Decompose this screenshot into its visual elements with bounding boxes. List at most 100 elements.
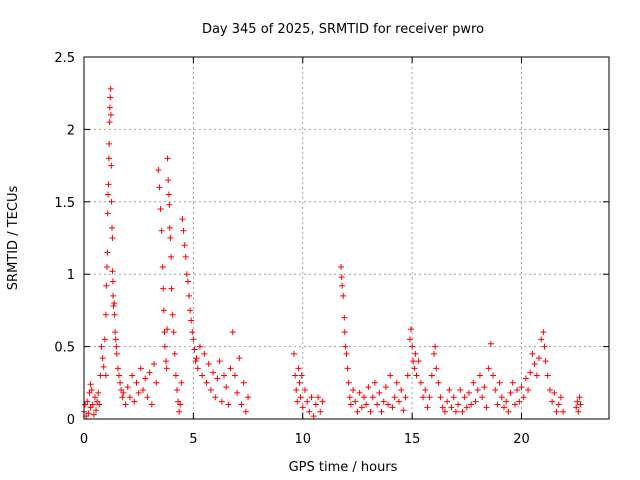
data-point bbox=[498, 394, 505, 401]
data-point bbox=[452, 408, 459, 415]
chart-title: Day 345 of 2025, SRMTID for receiver pwr… bbox=[202, 22, 484, 37]
data-point bbox=[182, 253, 189, 260]
data-point bbox=[227, 365, 234, 372]
x-tick-label: 10 bbox=[294, 432, 311, 447]
data-point bbox=[109, 224, 115, 231]
data-point bbox=[104, 210, 111, 217]
data-point bbox=[104, 249, 111, 256]
data-point bbox=[120, 389, 127, 396]
data-point bbox=[341, 314, 348, 321]
data-point bbox=[483, 404, 490, 411]
data-point bbox=[166, 224, 173, 231]
data-point bbox=[183, 271, 190, 278]
data-point bbox=[135, 389, 142, 396]
data-point bbox=[124, 384, 131, 391]
data-point bbox=[306, 408, 313, 415]
data-point bbox=[194, 365, 201, 372]
data-point bbox=[133, 379, 140, 386]
y-tick-label: 2.5 bbox=[54, 51, 75, 66]
data-point bbox=[432, 343, 439, 350]
data-point bbox=[161, 329, 168, 336]
data-point bbox=[160, 285, 167, 292]
data-point bbox=[291, 350, 297, 357]
data-point bbox=[102, 311, 109, 318]
data-point bbox=[538, 336, 545, 343]
data-point bbox=[161, 343, 168, 350]
data-point bbox=[96, 401, 103, 408]
data-point bbox=[573, 404, 580, 411]
data-point bbox=[296, 379, 303, 386]
data-point bbox=[417, 379, 424, 386]
data-point bbox=[371, 379, 378, 386]
y-tick-label: 1 bbox=[67, 268, 75, 283]
data-point bbox=[114, 365, 121, 372]
data-point bbox=[103, 263, 110, 270]
data-point bbox=[446, 387, 453, 394]
y-tick-label: 1.5 bbox=[54, 196, 75, 211]
data-point bbox=[229, 329, 236, 336]
data-point bbox=[492, 387, 499, 394]
data-point bbox=[308, 394, 315, 401]
data-point bbox=[212, 394, 219, 401]
data-point bbox=[378, 408, 385, 415]
data-point bbox=[180, 227, 187, 234]
data-point bbox=[201, 350, 208, 357]
data-point bbox=[122, 401, 129, 408]
data-point bbox=[358, 404, 365, 411]
data-point bbox=[555, 401, 562, 408]
data-point bbox=[525, 387, 532, 394]
data-point bbox=[231, 372, 238, 379]
data-point bbox=[97, 372, 104, 379]
data-point bbox=[164, 326, 171, 333]
data-point bbox=[509, 379, 516, 386]
data-point bbox=[340, 292, 347, 299]
data-point bbox=[151, 360, 157, 367]
data-point bbox=[365, 384, 372, 391]
y-tick-label: 0 bbox=[67, 413, 75, 428]
data-point bbox=[129, 372, 136, 379]
data-point bbox=[107, 111, 114, 118]
data-point bbox=[163, 358, 170, 365]
data-point bbox=[415, 358, 422, 365]
data-point bbox=[179, 216, 186, 223]
data-point bbox=[111, 311, 118, 318]
data-point bbox=[155, 166, 162, 173]
data-point bbox=[203, 379, 210, 386]
data-point bbox=[207, 387, 214, 394]
data-point bbox=[398, 387, 405, 394]
data-point bbox=[338, 263, 345, 270]
data-point bbox=[424, 404, 431, 411]
data-point bbox=[470, 379, 477, 386]
data-point bbox=[188, 317, 195, 324]
data-point bbox=[165, 177, 172, 184]
data-point bbox=[411, 365, 418, 372]
data-point bbox=[106, 140, 113, 147]
data-point bbox=[116, 372, 122, 379]
data-point bbox=[485, 365, 492, 372]
data-point bbox=[144, 394, 151, 401]
grid-lines bbox=[84, 57, 609, 419]
data-point bbox=[354, 408, 361, 415]
data-point bbox=[457, 387, 464, 394]
data-point bbox=[184, 278, 191, 285]
data-point bbox=[385, 401, 392, 408]
data-point bbox=[191, 346, 198, 353]
data-point bbox=[476, 372, 483, 379]
data-point bbox=[171, 350, 178, 357]
data-point bbox=[186, 292, 192, 299]
data-point bbox=[117, 379, 124, 386]
data-point bbox=[410, 358, 417, 365]
data-point bbox=[520, 394, 527, 401]
data-point bbox=[431, 350, 437, 357]
data-point bbox=[221, 372, 227, 379]
data-point bbox=[574, 398, 581, 405]
data-point bbox=[107, 85, 114, 92]
data-point bbox=[292, 372, 299, 379]
data-point bbox=[542, 358, 549, 365]
data-point bbox=[214, 375, 221, 382]
data-point bbox=[511, 401, 518, 408]
data-point bbox=[374, 401, 381, 408]
data-point bbox=[91, 394, 98, 401]
data-point bbox=[516, 398, 523, 405]
